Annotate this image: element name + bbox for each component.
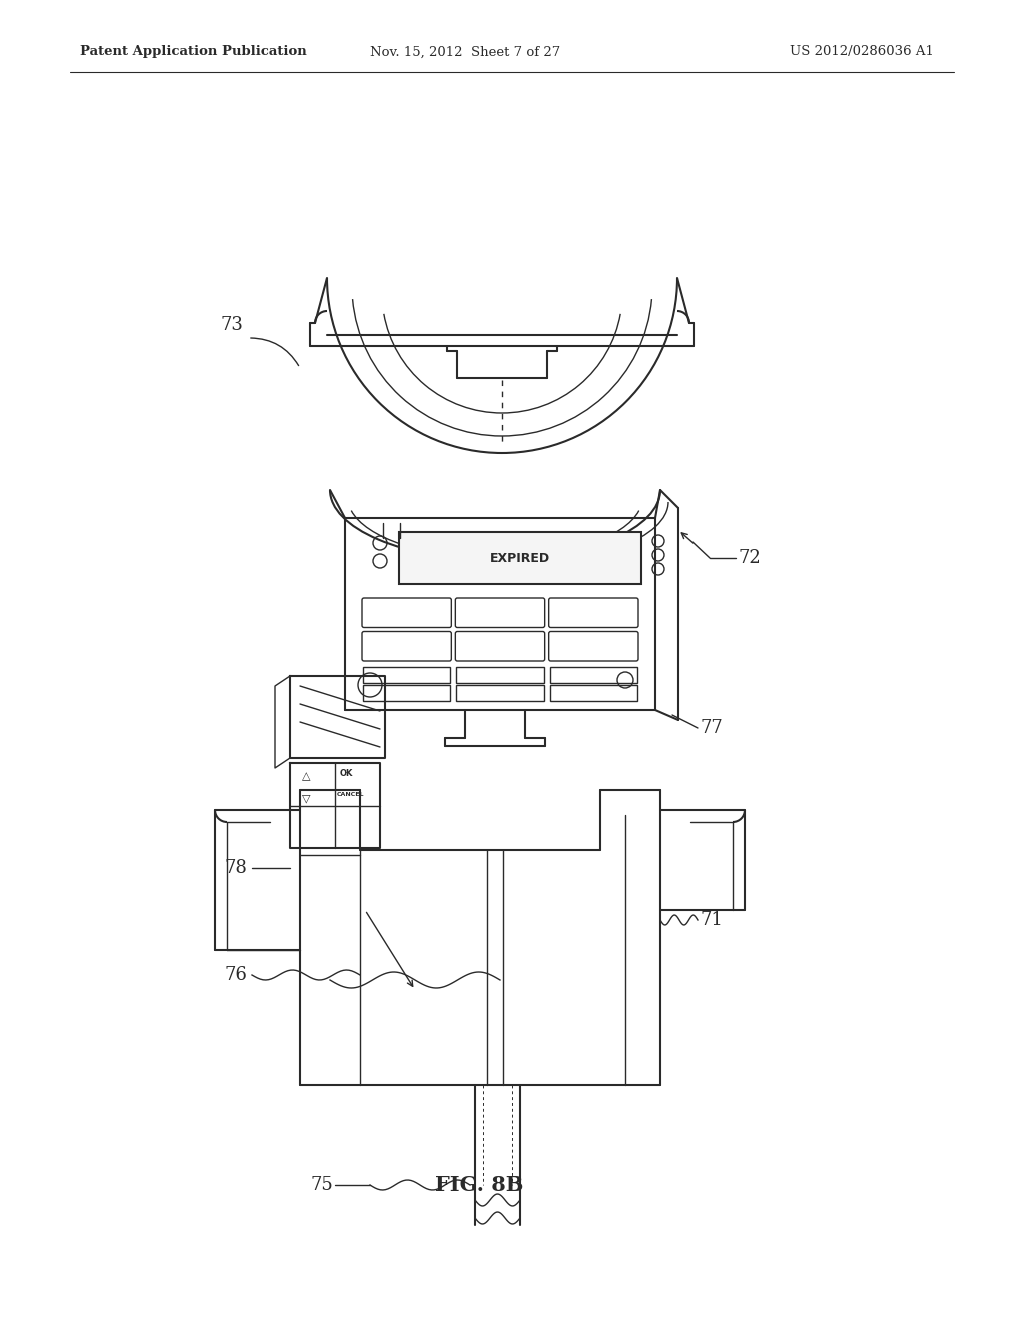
- Text: Patent Application Publication: Patent Application Publication: [80, 45, 307, 58]
- Text: FIG. 8B: FIG. 8B: [435, 1175, 523, 1195]
- Text: 78: 78: [225, 859, 248, 876]
- Text: ▽: ▽: [302, 793, 310, 803]
- Text: △: △: [302, 771, 310, 781]
- Text: 76: 76: [225, 966, 248, 983]
- Text: 77: 77: [700, 719, 723, 737]
- Text: OK: OK: [340, 768, 353, 777]
- FancyBboxPatch shape: [399, 532, 641, 583]
- Text: US 2012/0286036 A1: US 2012/0286036 A1: [790, 45, 934, 58]
- Text: 73: 73: [220, 315, 243, 334]
- Text: 75: 75: [310, 1176, 333, 1195]
- Text: EXPIRED: EXPIRED: [489, 552, 550, 565]
- Text: 71: 71: [700, 911, 723, 929]
- Text: Nov. 15, 2012  Sheet 7 of 27: Nov. 15, 2012 Sheet 7 of 27: [370, 45, 560, 58]
- Text: 72: 72: [738, 549, 761, 568]
- Text: CANCEL: CANCEL: [337, 792, 365, 797]
